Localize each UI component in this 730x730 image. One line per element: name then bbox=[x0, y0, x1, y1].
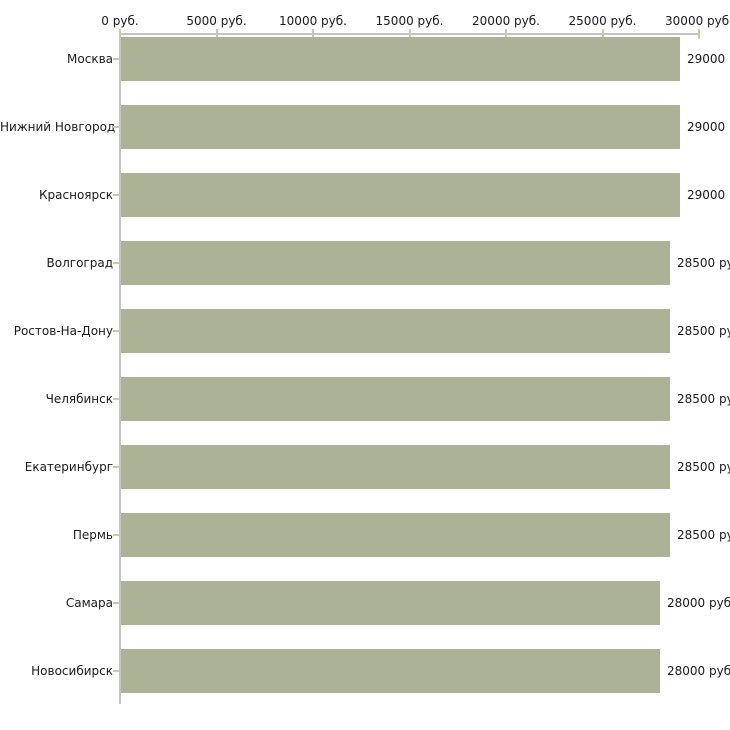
bar bbox=[121, 37, 680, 81]
bar bbox=[121, 309, 670, 353]
x-tick-mark bbox=[698, 29, 700, 39]
x-tick-label: 10000 руб. bbox=[279, 14, 347, 28]
category-label: Челябинск bbox=[45, 392, 113, 406]
category-tick-mark bbox=[113, 58, 119, 60]
category-tick-mark bbox=[113, 466, 119, 468]
x-tick-mark bbox=[505, 29, 507, 39]
x-tick-mark bbox=[601, 29, 604, 39]
category-label: Пермь bbox=[72, 528, 113, 542]
value-label: 29000 руб. bbox=[687, 120, 730, 134]
category-label: Нижний Новгород bbox=[0, 120, 116, 134]
x-tick-mark bbox=[119, 29, 121, 39]
category-label: Самара bbox=[65, 596, 113, 610]
category-label: Москва bbox=[67, 52, 113, 66]
bar bbox=[121, 649, 660, 693]
x-tick-mark bbox=[215, 29, 218, 39]
category-label: Ростов-На-Дону bbox=[13, 324, 113, 338]
x-tick-label: 20000 руб. bbox=[472, 14, 540, 28]
bar bbox=[121, 445, 670, 489]
category-tick-mark bbox=[113, 534, 119, 536]
value-label: 28000 руб. bbox=[667, 596, 730, 610]
category-tick-mark bbox=[113, 262, 119, 264]
x-tick-label: 25000 руб. bbox=[568, 14, 637, 28]
x-tick-mark bbox=[408, 29, 411, 39]
value-label: 28500 руб. bbox=[677, 324, 730, 338]
category-label: Красноярск bbox=[39, 188, 113, 202]
category-tick-mark bbox=[113, 126, 119, 128]
value-label: 29000 руб. bbox=[687, 188, 730, 202]
bar bbox=[121, 105, 680, 149]
value-label: 28500 руб. bbox=[677, 256, 730, 270]
category-label: Екатеринбург bbox=[24, 460, 113, 474]
category-tick-mark bbox=[113, 602, 119, 604]
category-tick-mark bbox=[113, 670, 119, 672]
x-tick-label: 15000 руб. bbox=[375, 14, 444, 28]
value-label: 28500 руб. bbox=[677, 528, 730, 542]
bar bbox=[121, 173, 680, 217]
category-tick-mark bbox=[113, 398, 119, 400]
value-label: 28500 руб. bbox=[677, 392, 730, 406]
x-tick-label: 5000 руб. bbox=[186, 14, 247, 28]
category-tick-mark bbox=[113, 194, 119, 196]
bar bbox=[121, 377, 670, 421]
bar bbox=[121, 513, 670, 557]
value-label: 29000 руб. bbox=[687, 52, 730, 66]
category-tick-mark bbox=[113, 330, 119, 332]
bar bbox=[121, 241, 670, 285]
x-tick-mark bbox=[312, 29, 314, 39]
y-axis-line bbox=[119, 33, 121, 704]
x-tick-label: 30000 руб. bbox=[665, 14, 730, 28]
category-label: Волгоград bbox=[46, 256, 113, 270]
category-label: Новосибирск bbox=[31, 664, 113, 678]
value-label: 28000 руб. bbox=[667, 664, 730, 678]
x-tick-label: 0 руб. bbox=[101, 14, 139, 28]
value-label: 28500 руб. bbox=[677, 460, 730, 474]
bar bbox=[121, 581, 660, 625]
